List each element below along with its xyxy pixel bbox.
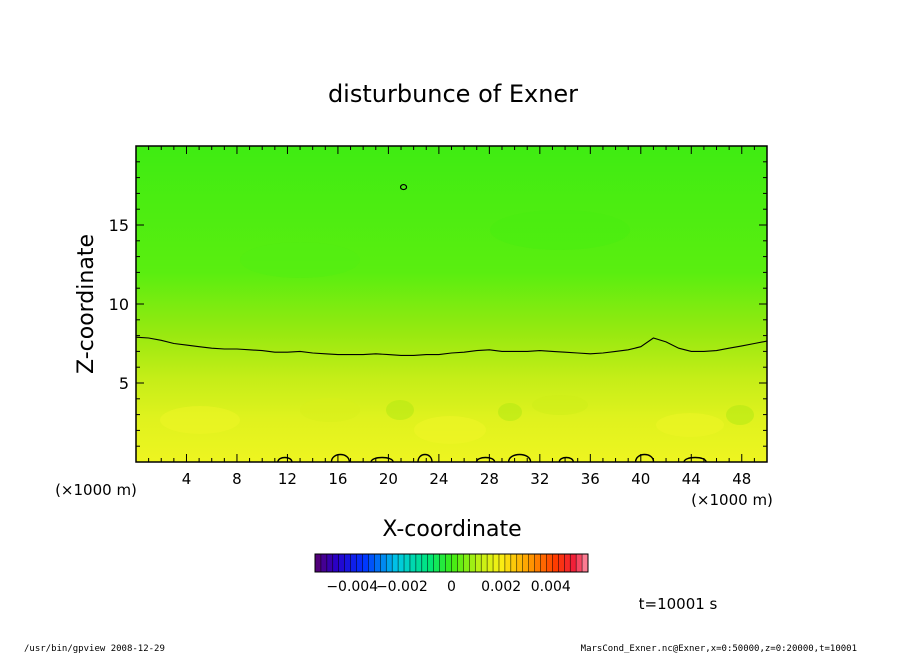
colorbar (314, 553, 589, 573)
colorbar-cell (534, 554, 541, 572)
footer-right: MarsCond_Exner.nc@Exner,x=0:50000,z=0:20… (581, 644, 857, 654)
colorbar-cell (558, 554, 565, 572)
contour-lines (136, 183, 767, 462)
colorbar-tick-label: 0 (447, 579, 456, 595)
colorbar-cell (564, 554, 571, 572)
colorbar-cell (475, 554, 482, 572)
colorbar-cell (504, 554, 512, 572)
colorbar-cell (457, 554, 464, 572)
colorbar-cell (362, 554, 369, 572)
contour-bump (417, 453, 433, 462)
colorbar-cell (344, 554, 351, 572)
colorbar-cell (404, 554, 411, 572)
x-tick-label: 12 (278, 470, 297, 488)
x-tick-label: 20 (379, 470, 398, 488)
colorbar-cell (415, 554, 423, 572)
colorbar-cell (315, 554, 322, 572)
colorbar-cell (392, 554, 399, 572)
field-fill (136, 146, 767, 462)
colorbar-cell (320, 554, 328, 572)
colorbar-cell (380, 554, 387, 572)
x-unit-right: (×1000 m) (691, 491, 773, 509)
colorbar-cell (481, 554, 488, 572)
contour-bump (277, 456, 293, 462)
contour-bump (370, 456, 394, 462)
x-axis-label: X-coordinate (382, 517, 521, 542)
colorbar-cell (445, 554, 452, 572)
x-tick-labels: 4 8 12 16 20 24 28 32 36 40 44 48 (182, 470, 752, 488)
colorbar-cell (540, 554, 547, 572)
x-tick-label: 24 (429, 470, 448, 488)
colorbar-cell (386, 554, 393, 572)
y-axis-label: Z-coordinate (74, 234, 99, 374)
contour-bump (683, 456, 707, 462)
colorbar-cell (576, 554, 583, 572)
colorbar-tick-label: 0.002 (481, 579, 521, 595)
axis-ticks (136, 146, 767, 462)
colorbar-cell (350, 554, 357, 572)
colorbar-cell (469, 554, 476, 572)
chart-title: disturbunce of Exner (328, 80, 578, 108)
colorbar-cell (510, 554, 518, 572)
contour-bump (558, 456, 574, 462)
x-tick-label: 48 (732, 470, 751, 488)
colorbar-cell (409, 554, 417, 572)
colorbar-tick-label: −0.004 (326, 579, 378, 595)
colorbar-cell (338, 554, 345, 572)
contour-zero-line (136, 336, 767, 356)
colorbar-tick-label: 0.004 (531, 579, 571, 595)
colorbar-cell (326, 554, 334, 572)
x-tick-label: 32 (530, 470, 549, 488)
x-tick-label: 40 (631, 470, 650, 488)
y-tick-label: 15 (109, 216, 129, 235)
colorbar-cell (433, 554, 440, 572)
y-tick-label: 5 (119, 374, 129, 393)
colorbar-cell (528, 554, 535, 572)
colorbar-cell (421, 554, 429, 572)
contour-small-loop (399, 183, 408, 191)
colorbar-tick-labels: −0.004−0.002 0 0.002 0.004 (326, 579, 571, 595)
x-tick-label: 16 (328, 470, 347, 488)
colorbar-cell (439, 554, 446, 572)
plot-area (135, 145, 768, 463)
colorbar-cell (498, 554, 506, 572)
colorbar-cell (582, 554, 589, 572)
y-tick-label: 10 (109, 295, 129, 314)
colorbar-cell (451, 554, 458, 572)
colorbar-cell (546, 554, 553, 572)
colorbar-tick-label: −0.002 (376, 579, 428, 595)
colorbar-cell (332, 554, 340, 572)
contour-bump (507, 453, 532, 462)
colorbar-cell (493, 554, 500, 572)
colorbar-cell (427, 554, 434, 572)
x-tick-label: 28 (480, 470, 499, 488)
x-tick-label: 44 (682, 470, 701, 488)
field-patches (160, 210, 754, 444)
x-unit-left: (×1000 m) (55, 481, 137, 499)
colorbar-cell (487, 554, 494, 572)
colorbar-cell (356, 554, 363, 572)
y-tick-labels: 5 10 15 (109, 216, 129, 393)
colorbar-cell (516, 554, 524, 572)
x-tick-label: 36 (581, 470, 600, 488)
colorbar-cell (463, 554, 470, 572)
colorbar-frame (314, 553, 589, 573)
x-tick-label: 4 (182, 470, 192, 488)
contour-bump (330, 453, 351, 462)
colorbar-cell (368, 554, 375, 572)
x-tick-label: 8 (232, 470, 242, 488)
colorbar-cell (398, 554, 405, 572)
footer-left: /usr/bin/gpview 2008-12-29 (24, 644, 165, 654)
colorbar-cell (374, 554, 381, 572)
colorbar-cell (570, 554, 577, 572)
colorbar-cell (522, 554, 529, 572)
colorbar-cell (552, 554, 559, 572)
time-label: t=10001 s (639, 595, 718, 613)
